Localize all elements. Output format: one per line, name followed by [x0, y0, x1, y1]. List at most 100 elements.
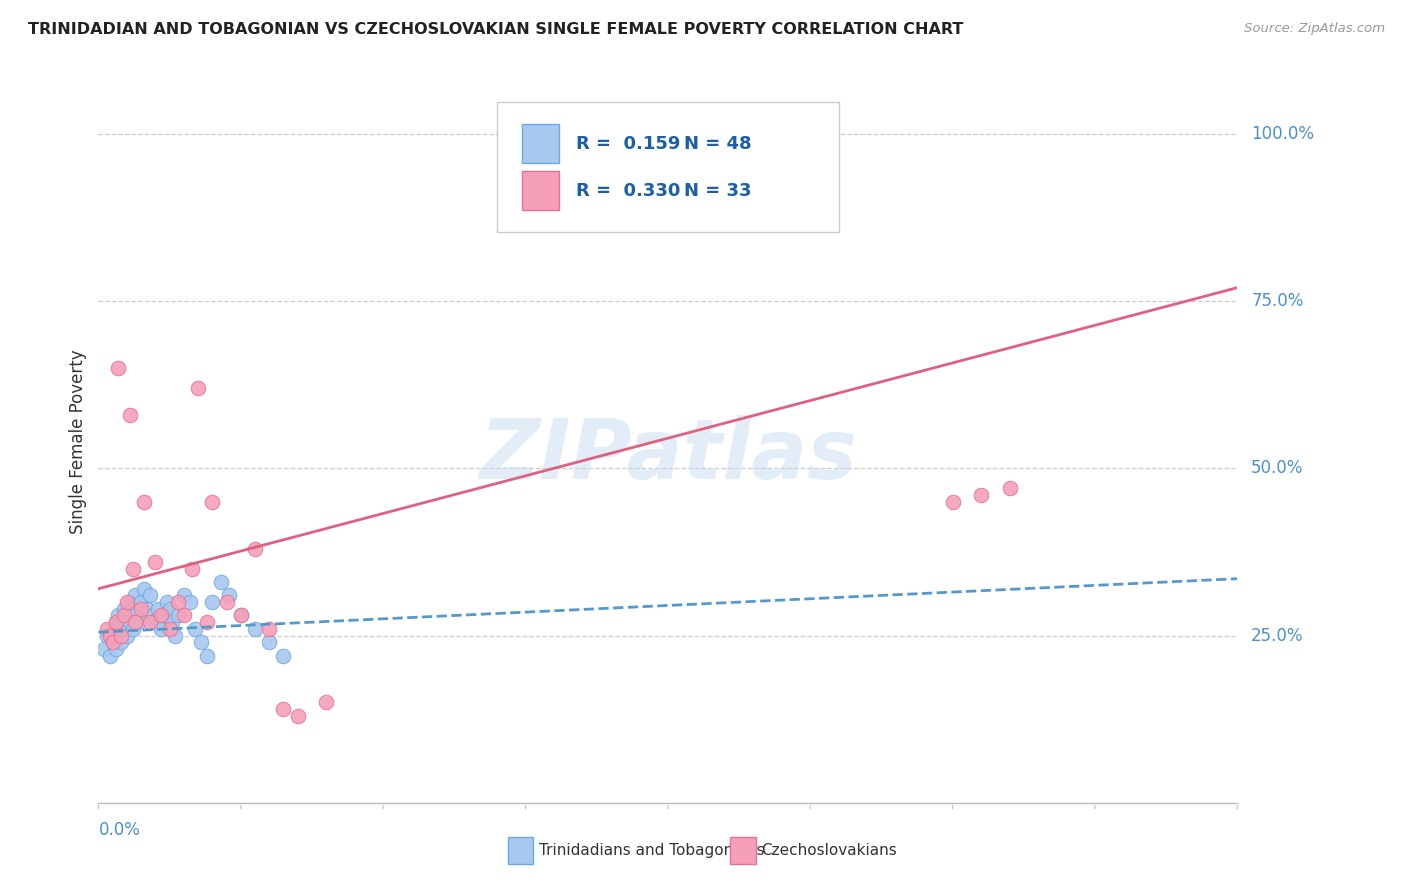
Point: [104, 615, 127, 630]
Point: [127, 615, 149, 630]
Y-axis label: Single Female Poverty: Single Female Poverty: [69, 350, 87, 533]
Point: [141, 608, 163, 623]
Text: 25.0%: 25.0%: [1251, 626, 1303, 645]
Point: [159, 622, 181, 636]
Point: [121, 622, 143, 636]
Point: [101, 635, 124, 649]
Point: [195, 615, 218, 630]
Point: [273, 702, 295, 716]
Point: [96, 628, 118, 642]
Point: [98, 628, 121, 642]
Point: [112, 622, 135, 636]
Point: [315, 696, 337, 710]
Point: [121, 602, 143, 616]
Point: [138, 589, 160, 603]
Point: [150, 622, 173, 636]
Text: TRINIDADIAN AND TOBAGONIAN VS CZECHOSLOVAKIAN SINGLE FEMALE POVERTY CORRELATION : TRINIDADIAN AND TOBAGONIAN VS CZECHOSLOV…: [28, 22, 963, 37]
Point: [243, 541, 266, 556]
Point: [96, 622, 118, 636]
Point: [110, 628, 132, 642]
FancyBboxPatch shape: [731, 837, 755, 864]
Point: [998, 482, 1021, 496]
Point: [121, 562, 143, 576]
Point: [124, 608, 146, 623]
Point: [201, 494, 224, 508]
Point: [162, 615, 184, 630]
FancyBboxPatch shape: [522, 124, 558, 163]
Point: [118, 595, 141, 609]
Point: [132, 494, 155, 508]
Point: [209, 575, 232, 590]
Point: [187, 381, 209, 395]
Point: [273, 648, 295, 663]
Point: [129, 602, 152, 616]
Point: [259, 635, 281, 649]
Point: [110, 615, 132, 630]
Point: [942, 494, 965, 508]
Point: [150, 608, 173, 623]
Text: Czechoslovakians: Czechoslovakians: [761, 843, 897, 858]
Point: [132, 582, 155, 596]
Point: [259, 622, 281, 636]
Point: [138, 615, 160, 630]
Text: N = 33: N = 33: [683, 182, 751, 200]
Point: [145, 555, 167, 569]
Point: [167, 608, 190, 623]
Point: [124, 615, 146, 630]
Point: [229, 608, 252, 623]
Point: [167, 595, 190, 609]
Point: [118, 408, 141, 422]
Text: Trinidadians and Tobagonians: Trinidadians and Tobagonians: [538, 843, 765, 858]
Text: Source: ZipAtlas.com: Source: ZipAtlas.com: [1244, 22, 1385, 36]
Point: [165, 628, 187, 642]
Point: [195, 648, 218, 663]
Point: [115, 608, 138, 623]
Point: [101, 622, 124, 636]
Point: [101, 635, 124, 649]
Point: [112, 608, 135, 623]
Point: [173, 608, 195, 623]
Point: [173, 589, 195, 603]
Point: [118, 615, 141, 630]
Point: [124, 589, 146, 603]
FancyBboxPatch shape: [498, 102, 839, 232]
Point: [148, 602, 170, 616]
Point: [153, 608, 176, 623]
Point: [201, 595, 224, 609]
Text: 100.0%: 100.0%: [1251, 125, 1315, 143]
Point: [156, 595, 179, 609]
Text: 0.0%: 0.0%: [98, 821, 141, 838]
Text: R =  0.159: R = 0.159: [575, 135, 681, 153]
Point: [115, 595, 138, 609]
Point: [93, 642, 115, 657]
Text: 75.0%: 75.0%: [1251, 292, 1303, 310]
Point: [181, 562, 204, 576]
Point: [145, 615, 167, 630]
Point: [215, 595, 238, 609]
Point: [129, 595, 152, 609]
Point: [190, 635, 212, 649]
FancyBboxPatch shape: [522, 170, 558, 211]
Text: N = 48: N = 48: [683, 135, 751, 153]
Point: [115, 628, 138, 642]
Point: [107, 361, 129, 376]
Point: [104, 642, 127, 657]
Text: ZIPatlas: ZIPatlas: [479, 416, 856, 497]
Point: [218, 589, 240, 603]
Point: [243, 622, 266, 636]
Point: [135, 602, 157, 616]
Point: [98, 648, 121, 663]
Point: [159, 602, 181, 616]
Point: [112, 602, 135, 616]
Point: [179, 595, 201, 609]
Point: [970, 488, 993, 502]
Text: 50.0%: 50.0%: [1251, 459, 1303, 477]
Point: [107, 608, 129, 623]
Point: [104, 615, 127, 630]
Point: [287, 708, 309, 723]
Point: [110, 635, 132, 649]
Point: [184, 622, 207, 636]
Point: [229, 608, 252, 623]
FancyBboxPatch shape: [509, 837, 533, 864]
Point: [107, 628, 129, 642]
